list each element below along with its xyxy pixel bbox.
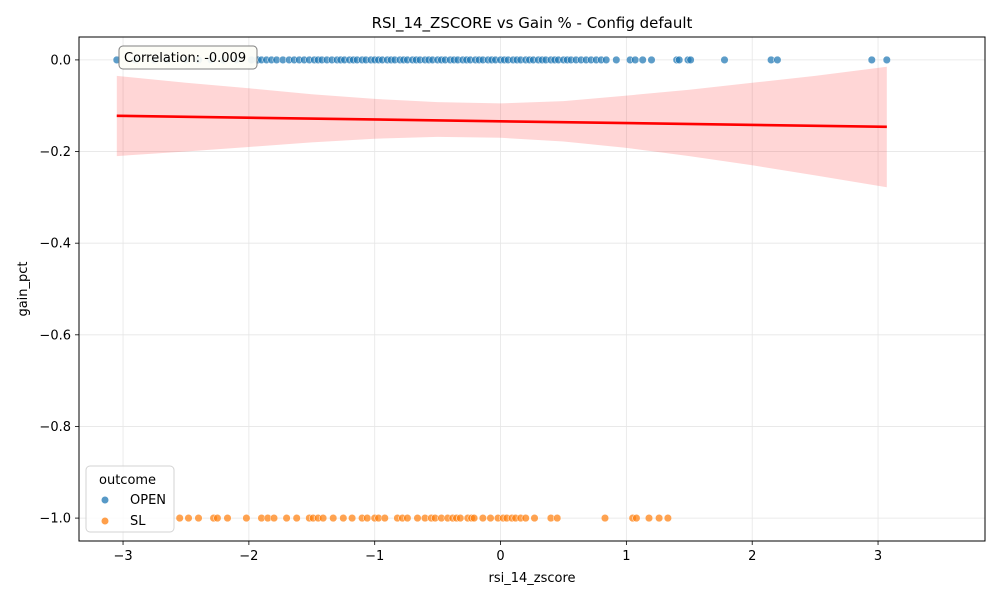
point-sl: [242, 514, 251, 523]
confidence-band-area: [116, 66, 887, 188]
point-sl: [282, 514, 291, 523]
point-sl: [530, 514, 539, 523]
point-sl: [521, 514, 530, 523]
point-open: [675, 55, 684, 64]
point-sl: [456, 514, 465, 523]
legend-marker-sl: [100, 516, 110, 526]
point-sl: [478, 514, 487, 523]
point-open: [882, 55, 891, 64]
point-sl: [380, 514, 389, 523]
point-sl: [339, 514, 348, 523]
point-open: [647, 55, 656, 64]
legend-label-open: OPEN: [130, 493, 166, 508]
correlation-annotation: Correlation: -0.009: [118, 45, 258, 70]
y-tick-label: −1.0: [39, 512, 71, 527]
legend: outcome OPEN SL: [85, 465, 175, 533]
chart-title: RSI_14_ZSCORE vs Gain % - Config default: [372, 14, 693, 33]
point-open: [631, 55, 640, 64]
y-tick-label: −0.4: [39, 237, 71, 252]
x-axis-label: rsi_14_zscore: [488, 571, 575, 586]
point-open: [773, 55, 782, 64]
point-open: [602, 55, 611, 64]
annotation-text: Correlation: -0.009: [124, 51, 246, 66]
point-sl: [600, 514, 610, 523]
x-tick-label: 3: [874, 549, 882, 564]
x-tick-label: 1: [622, 549, 630, 564]
point-sl: [223, 514, 232, 523]
point-sl: [269, 514, 279, 523]
annotation-box: [118, 45, 258, 70]
point-sl: [663, 514, 672, 523]
point-sl: [319, 514, 328, 523]
regression-line-group: [116, 114, 887, 129]
point-open: [638, 55, 647, 64]
plot-frame: [78, 36, 986, 542]
regression-line: [116, 114, 887, 129]
point-open: [867, 55, 876, 64]
x-tick-label: 0: [496, 549, 504, 564]
point-sl: [194, 514, 203, 523]
legend-title: outcome: [99, 473, 156, 488]
y-tick-label: −0.2: [39, 145, 71, 160]
point-sl: [413, 514, 422, 523]
point-sl: [486, 514, 495, 523]
point-open: [686, 55, 695, 64]
x-tick-label: −2: [239, 549, 258, 564]
point-sl: [213, 514, 222, 523]
y-tick-label: −0.6: [39, 328, 71, 343]
point-sl: [175, 514, 184, 523]
x-tick-label: 2: [748, 549, 756, 564]
y-tick-label: −0.8: [39, 420, 71, 435]
point-sl: [363, 514, 372, 523]
confidence-band: [116, 66, 887, 188]
point-sl: [470, 514, 479, 523]
x-tick-label: −1: [365, 549, 384, 564]
x-tick-label: −3: [113, 549, 132, 564]
y-axis-ticks: 0.0 −0.2 −0.4 −0.6 −0.8 −1.0: [39, 53, 79, 527]
point-sl: [644, 514, 654, 523]
y-axis-label: gain_pct: [16, 261, 31, 316]
x-axis-ticks: −3 −2 −1 0 1 2 3: [113, 541, 882, 564]
point-sl: [553, 514, 562, 523]
legend-label-sl: SL: [130, 514, 146, 529]
point-sl: [655, 514, 664, 523]
y-tick-label: 0.0: [50, 53, 71, 68]
point-sl: [403, 514, 412, 523]
point-sl: [184, 514, 193, 523]
point-sl: [329, 514, 338, 523]
point-open: [612, 55, 621, 64]
point-sl: [632, 514, 641, 523]
legend-box: [85, 465, 175, 533]
point-sl: [348, 514, 357, 523]
point-open: [720, 55, 729, 64]
point-sl: [292, 514, 301, 523]
legend-marker-open: [100, 495, 110, 505]
